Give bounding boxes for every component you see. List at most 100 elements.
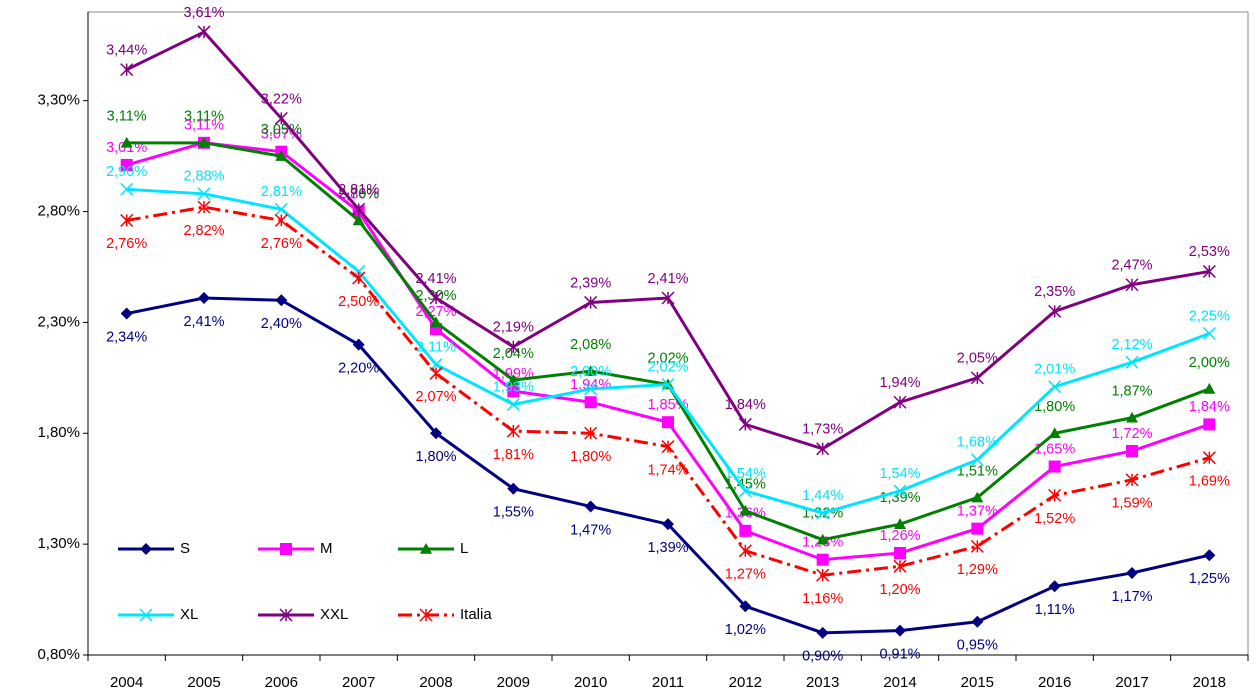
data-label: 1,27% [725,567,766,583]
marker [816,506,830,520]
x-tick-label: 2016 [1038,674,1071,691]
data-label: 2,25% [1189,308,1230,324]
marker [584,295,598,309]
marker [894,518,906,529]
marker [1126,445,1138,458]
marker [506,424,520,438]
marker [893,484,907,498]
data-label: 2,76% [106,236,147,252]
data-label: 2,76% [261,236,302,252]
data-label: 3,11% [184,109,224,125]
x-tick-label: 2005 [187,674,220,691]
marker [1048,580,1061,593]
marker [1048,380,1062,394]
marker [738,417,752,431]
data-label: 2,00% [570,364,611,380]
marker [662,518,674,531]
marker [274,213,288,227]
data-label: 0,91% [879,646,920,662]
data-label: 3,05% [261,122,302,138]
marker [662,416,674,429]
x-tick-label: 2018 [1193,674,1226,691]
marker [584,500,597,513]
data-label: 1,94% [879,375,920,391]
series-line [126,141,1210,542]
marker [1126,411,1138,423]
data-label: 2,11% [416,339,456,355]
data-label: 2,20% [338,360,379,376]
marker [739,524,752,537]
marker [120,63,134,77]
marker [1048,460,1061,473]
data-label: 2,81% [338,182,379,198]
y-tick-label: 3,30% [37,92,80,109]
marker [506,340,520,354]
marker [661,440,675,454]
data-label: 2,41% [647,271,688,287]
marker [352,202,366,216]
marker [506,397,520,411]
data-label: 2,05% [957,351,998,367]
marker [894,624,906,637]
marker [738,484,752,498]
marker [275,294,288,307]
data-label: 2,81% [261,184,302,200]
data-label: 3,11% [184,118,224,134]
marker [120,182,134,196]
data-label: 1,11% [1035,602,1075,618]
legend-marker [280,543,292,555]
data-label: 1,55% [493,505,534,521]
x-tick-label: 2007 [342,674,375,691]
data-label: 2,50% [338,294,379,310]
data-label: 1,68% [957,435,998,451]
legend-label: Italia [460,606,492,623]
data-label: 2,19% [493,320,534,336]
data-label: 1,54% [725,466,766,482]
marker [120,307,133,320]
data-label: 1,25% [1189,571,1230,587]
x-tick-label: 2009 [497,674,530,691]
x-tick-label: 2017 [1115,674,1148,691]
data-label: 2,04% [493,346,534,362]
data-label: 1,84% [1189,399,1230,415]
data-label: 2,82% [183,223,224,239]
y-tick-label: 1,30% [37,535,80,552]
x-tick-label: 2013 [806,674,839,691]
marker [584,365,597,376]
marker [739,504,752,516]
data-label: 1,51% [957,463,998,479]
data-label: 1,17% [1111,589,1152,605]
marker [352,214,365,226]
marker [120,158,133,171]
data-label: 1,69% [1189,473,1230,489]
data-label: 2,35% [1034,284,1075,300]
data-label: 1,87% [1111,384,1152,400]
data-label: 3,61% [183,5,224,21]
marker [352,338,365,351]
data-label: 1,54% [879,466,920,482]
data-label: 2,53% [1189,244,1230,260]
legend-label: XL [180,606,198,623]
data-label: 1,52% [1034,511,1075,527]
data-label: 2,88% [183,169,224,185]
marker [1202,326,1216,341]
data-label: 2,90% [106,164,147,180]
x-tick-label: 2011 [652,674,684,691]
data-label: 0,95% [957,638,998,654]
data-label: 1,73% [802,422,843,438]
marker [507,374,520,385]
marker [816,553,829,566]
data-label: 2,40% [261,316,302,332]
marker [352,271,366,285]
marker [274,202,288,216]
legend-label: XXL [320,606,348,623]
data-label: 2,41% [183,314,224,330]
data-label: 2,47% [1111,258,1152,274]
marker [584,382,598,396]
legend-marker [279,608,293,622]
data-label: 1,26% [879,528,920,544]
legend-marker [419,608,433,622]
data-label: 1,47% [570,522,611,538]
marker [1048,488,1062,502]
data-label: 2,00% [1189,355,1230,371]
